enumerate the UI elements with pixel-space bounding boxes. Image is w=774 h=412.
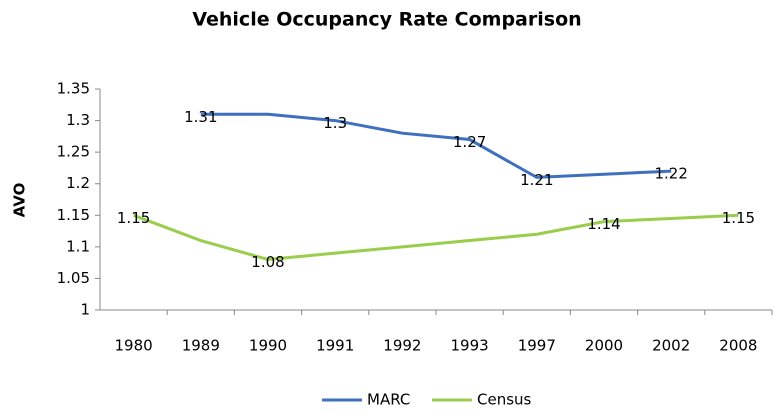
x-tick-label: 1997 <box>518 337 556 355</box>
data-label: 1.22 <box>654 165 687 183</box>
y-tick-label: 1.1 <box>66 237 90 255</box>
x-tick-label: 1992 <box>383 337 421 355</box>
y-tick-label: 1.3 <box>66 111 90 129</box>
x-tick-label: 1980 <box>115 337 153 355</box>
x-tick-label: 2002 <box>652 337 690 355</box>
y-tick-label: 1.15 <box>57 206 90 224</box>
y-tick-label: 1.25 <box>57 143 90 161</box>
data-label: 1.27 <box>453 133 486 151</box>
legend-label: MARC <box>367 391 410 409</box>
x-tick-label: 1990 <box>249 337 287 355</box>
data-label: 1.15 <box>722 209 755 227</box>
data-label: 1.15 <box>117 209 150 227</box>
line <box>133 213 739 262</box>
chart-title: Vehicle Occupancy Rate Comparison <box>192 9 581 31</box>
x-tick-label: 1989 <box>182 337 220 355</box>
legend-label: Census <box>477 391 532 409</box>
data-label: 1.14 <box>587 215 620 233</box>
data-label: 1.3 <box>323 114 347 132</box>
data-label: 1.21 <box>520 171 553 189</box>
y-tick-label: 1.05 <box>57 269 90 287</box>
y-tick-label: 1 <box>80 301 90 319</box>
x-tick-label: 1993 <box>451 337 489 355</box>
y-tick-label: 1.2 <box>66 174 90 192</box>
x-tick-label: 1991 <box>316 337 354 355</box>
x-tick-label: 2000 <box>585 337 623 355</box>
y-tick-label: 1.35 <box>57 80 90 98</box>
y-axis-label: AVO <box>11 183 29 218</box>
line <box>200 112 672 179</box>
data-label: 1.08 <box>251 253 284 271</box>
x-tick-label: 2008 <box>719 337 757 355</box>
data-label: 1.31 <box>184 108 217 126</box>
